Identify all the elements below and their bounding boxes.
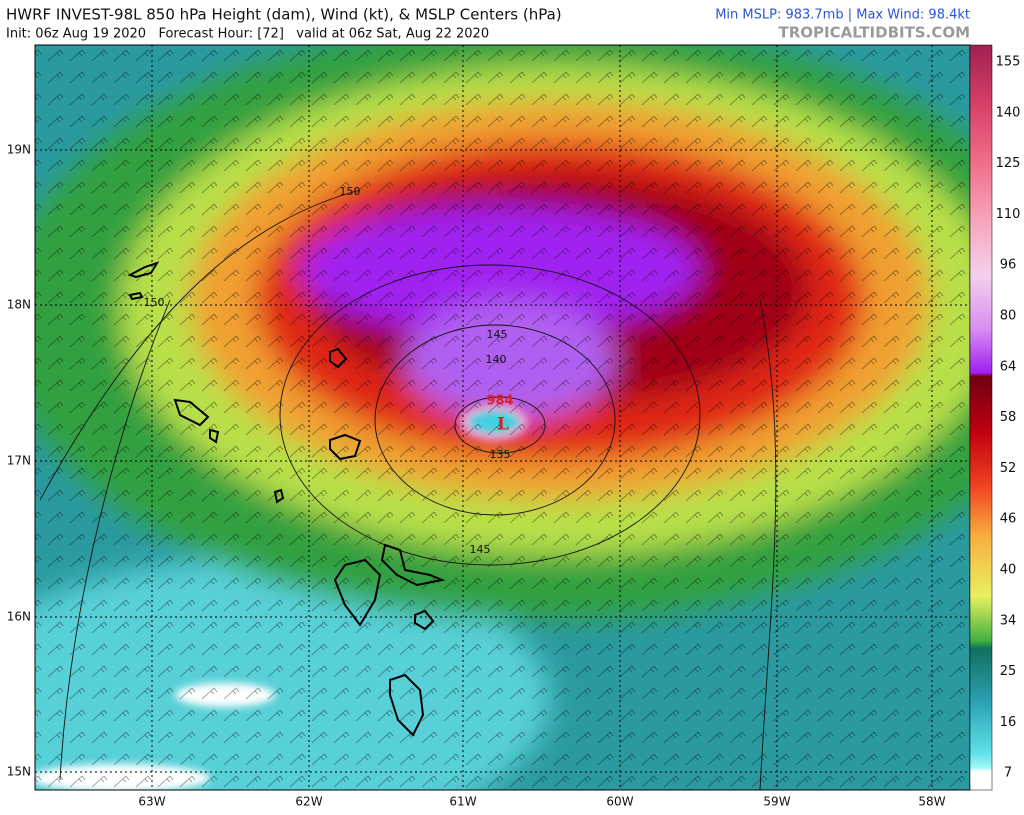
field: L 984 <box>35 45 970 790</box>
colorbar-label: 16 <box>1000 715 1017 730</box>
contour-label: 145 <box>487 328 508 341</box>
colorbar-label: 25 <box>1000 664 1017 679</box>
colorbar-label: 58 <box>1000 410 1017 425</box>
lon-label: 59W <box>763 795 790 809</box>
colorbar-label: 34 <box>1000 613 1017 628</box>
lat-label: 19N <box>7 143 31 157</box>
colorbar-label: 7 <box>1004 766 1012 781</box>
contour-label: 150 <box>340 185 361 198</box>
contour-label: 150 <box>144 296 165 309</box>
lon-label: 63W <box>138 795 165 809</box>
lat-label: 18N <box>7 298 31 312</box>
colorbar-label: 155 <box>996 55 1021 70</box>
contour-label: 140 <box>486 353 507 366</box>
colorbar-label: 52 <box>1000 461 1017 476</box>
colorbar <box>969 44 993 791</box>
title: HWRF INVEST-98L 850 hPa Height (dam), Wi… <box>6 6 562 24</box>
stats: Min MSLP: 983.7mb | Max Wind: 98.4kt <box>715 8 970 23</box>
lon-label: 60W <box>606 795 633 809</box>
colorbar-label: 64 <box>1000 359 1017 374</box>
colorbar-label: 40 <box>1000 563 1017 578</box>
lat-label: 15N <box>7 765 31 779</box>
subtitle: Init: 06z Aug 19 2020 Forecast Hour: [72… <box>6 27 489 42</box>
low-symbol: L <box>497 415 509 435</box>
lon-label: 58W <box>918 795 945 809</box>
lat-label: 17N <box>7 454 31 468</box>
contour-label: 135 <box>490 448 511 461</box>
colorbar-label: 96 <box>1000 258 1017 273</box>
site-label: TROPICALTIDBITS.COM <box>779 24 971 42</box>
lon-label: 61W <box>449 795 476 809</box>
lat-label: 16N <box>7 610 31 624</box>
colorbar-label: 80 <box>1000 309 1017 324</box>
contour-label: 145 <box>470 543 491 556</box>
colorbar-label: 125 <box>996 156 1021 171</box>
low-pressure: 984 <box>486 394 513 409</box>
lon-label: 62W <box>295 795 322 809</box>
colorbar-label: 46 <box>1000 512 1017 527</box>
colorbar-label: 110 <box>996 207 1021 222</box>
colorbar-label: 140 <box>996 105 1021 120</box>
